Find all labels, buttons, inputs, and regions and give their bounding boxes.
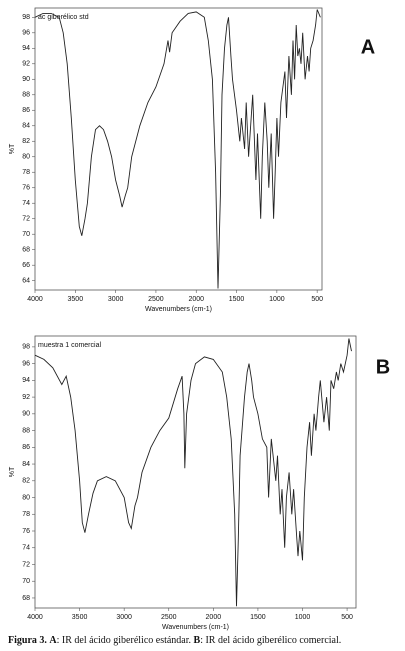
caption-b-text: : IR del ácido giberélico comercial. bbox=[200, 635, 341, 646]
spectrum-line bbox=[34, 338, 352, 607]
x-tick-label: 2500 bbox=[148, 296, 164, 303]
y-tick-label: 92 bbox=[22, 394, 30, 401]
annotation: muestra 1 comercial bbox=[38, 342, 101, 349]
y-tick-label: 90 bbox=[22, 411, 30, 418]
plot-frame bbox=[34, 7, 323, 291]
y-tick-label: 90 bbox=[22, 76, 30, 83]
caption-figure: Figura 3. bbox=[8, 635, 47, 646]
x-axis-label: Wavenumbers (cm-1) bbox=[162, 624, 229, 631]
x-tick-label: 3000 bbox=[116, 614, 132, 621]
x-tick-label: 500 bbox=[311, 296, 323, 303]
y-tick-label: 86 bbox=[22, 107, 30, 114]
y-tick-label: 98 bbox=[22, 344, 30, 351]
y-tick-label: 86 bbox=[22, 444, 30, 451]
y-tick-label: 84 bbox=[22, 123, 30, 130]
caption-a-text: : IR del ácido giberélico estándar. bbox=[57, 635, 191, 646]
x-tick-label: 2000 bbox=[188, 296, 204, 303]
y-tick-label: 68 bbox=[22, 247, 30, 254]
y-tick-label: 82 bbox=[22, 138, 30, 145]
y-axis-label: %T bbox=[9, 466, 16, 477]
y-tick-label: 88 bbox=[22, 92, 30, 99]
y-tick-label: 72 bbox=[22, 561, 30, 568]
y-tick-label: 74 bbox=[22, 200, 30, 207]
x-tick-label: 1500 bbox=[250, 614, 266, 621]
plot-frame bbox=[34, 335, 357, 609]
y-tick-label: 80 bbox=[22, 494, 30, 501]
x-tick-label: 3000 bbox=[108, 296, 124, 303]
x-tick-label: 4000 bbox=[27, 296, 43, 303]
x-tick-label: 3500 bbox=[68, 296, 84, 303]
spectrum-line bbox=[34, 9, 321, 289]
caption-a: A bbox=[49, 635, 57, 646]
y-tick-label: 96 bbox=[22, 360, 30, 367]
y-tick-label: 78 bbox=[22, 169, 30, 176]
x-tick-label: 4000 bbox=[27, 614, 43, 621]
y-tick-label: 82 bbox=[22, 478, 30, 485]
y-tick-label: 74 bbox=[22, 545, 30, 552]
caption-b: B bbox=[194, 635, 201, 646]
y-tick-label: 96 bbox=[22, 30, 30, 37]
y-tick-label: 94 bbox=[22, 45, 30, 52]
y-tick-label: 88 bbox=[22, 427, 30, 434]
x-tick-label: 1000 bbox=[269, 296, 285, 303]
x-tick-label: 3500 bbox=[72, 614, 88, 621]
y-tick-label: 94 bbox=[22, 377, 30, 384]
y-tick-label: 76 bbox=[22, 185, 30, 192]
x-tick-label: 1500 bbox=[229, 296, 245, 303]
caption: Figura 3. A: IR del ácido giberélico est… bbox=[8, 635, 341, 646]
y-tick-label: 64 bbox=[22, 278, 30, 285]
annotation: ac giberélico std bbox=[38, 14, 89, 21]
x-tick-label: 2000 bbox=[206, 614, 222, 621]
y-tick-label: 70 bbox=[22, 231, 30, 238]
x-tick-label: 1000 bbox=[295, 614, 311, 621]
panel-letter: A bbox=[361, 36, 375, 58]
panel-letter: B bbox=[376, 356, 390, 378]
y-tick-label: 66 bbox=[22, 262, 30, 269]
y-tick-label: 92 bbox=[22, 61, 30, 68]
y-axis-label: %T bbox=[9, 143, 16, 154]
y-tick-label: 72 bbox=[22, 216, 30, 223]
y-tick-label: 98 bbox=[22, 14, 30, 21]
x-tick-label: 500 bbox=[341, 614, 353, 621]
x-tick-label: 2500 bbox=[161, 614, 177, 621]
y-tick-label: 76 bbox=[22, 528, 30, 535]
y-tick-label: 68 bbox=[22, 595, 30, 602]
x-axis-label: Wavenumbers (cm-1) bbox=[145, 306, 212, 313]
y-tick-label: 80 bbox=[22, 154, 30, 161]
y-tick-label: 70 bbox=[22, 578, 30, 585]
y-tick-label: 84 bbox=[22, 461, 30, 468]
y-tick-label: 78 bbox=[22, 511, 30, 518]
